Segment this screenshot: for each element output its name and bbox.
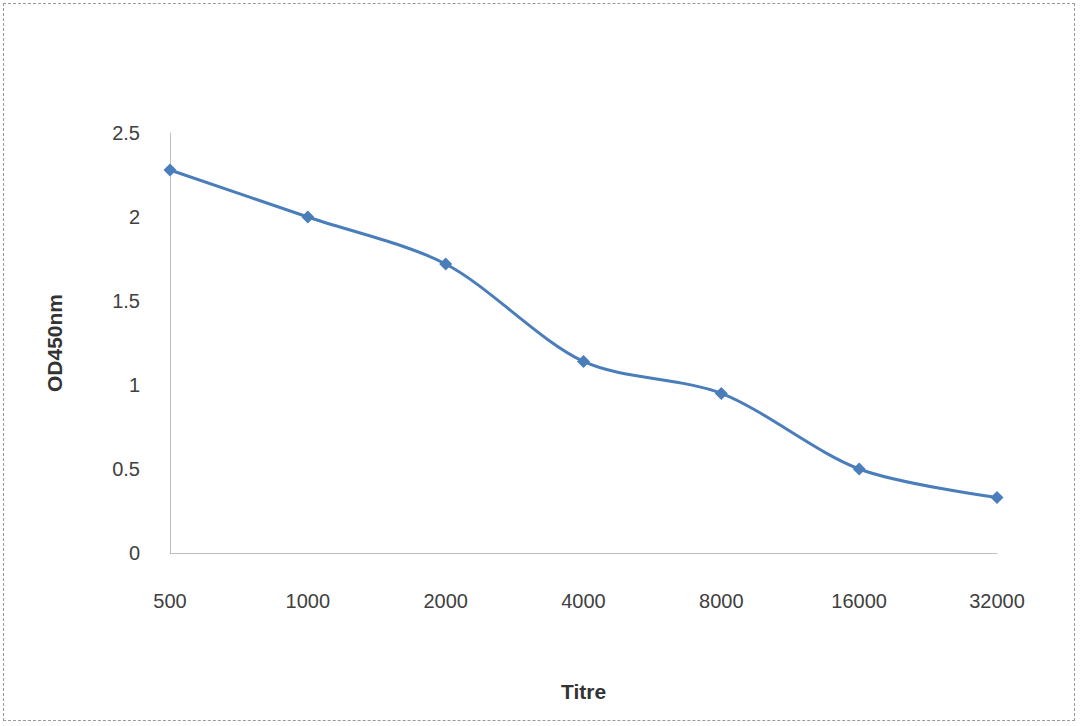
svg-text:1000: 1000 [286,590,331,612]
svg-text:0: 0 [129,542,140,564]
svg-text:0.5: 0.5 [112,458,140,480]
svg-text:1: 1 [129,374,140,396]
svg-text:4000: 4000 [561,590,606,612]
svg-text:2.5: 2.5 [112,122,140,144]
svg-text:1.5: 1.5 [112,290,140,312]
svg-text:8000: 8000 [699,590,744,612]
svg-text:2000: 2000 [423,590,468,612]
svg-text:Titre: Titre [561,680,606,703]
svg-text:OD450nm: OD450nm [43,294,66,392]
svg-text:16000: 16000 [831,590,887,612]
svg-text:2: 2 [129,206,140,228]
svg-text:500: 500 [153,590,186,612]
svg-text:32000: 32000 [969,590,1025,612]
